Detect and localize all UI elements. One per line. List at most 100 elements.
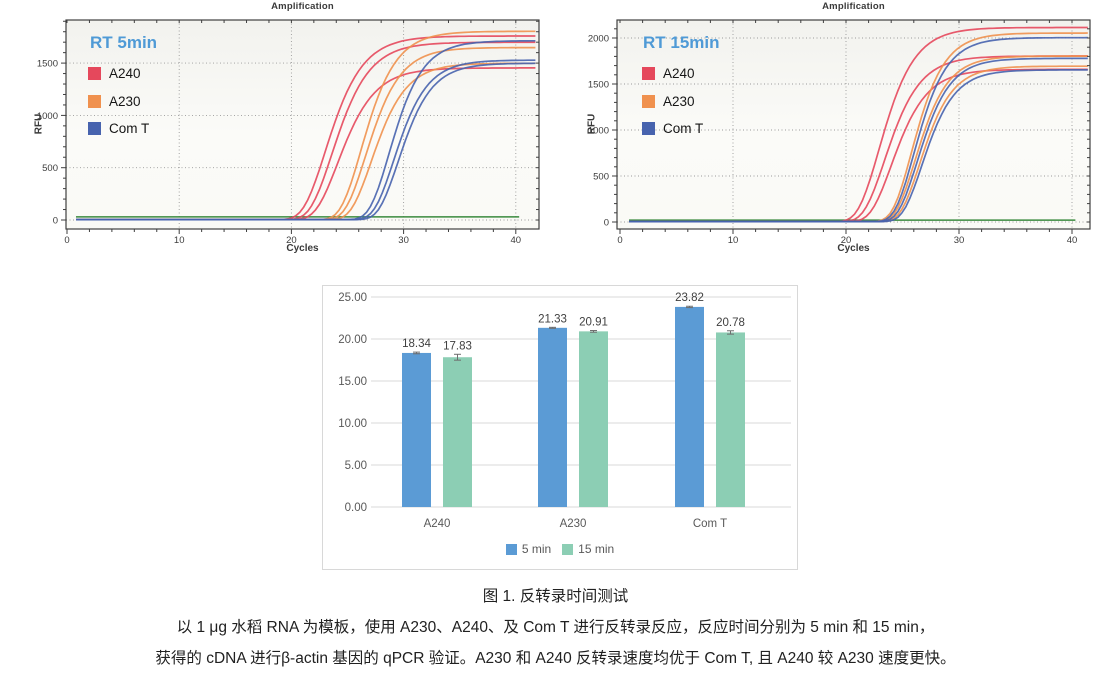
condition-label: RT 15min bbox=[643, 33, 720, 52]
svg-text:500: 500 bbox=[593, 172, 609, 183]
bar-chart-legend: 5 min 15 min bbox=[323, 542, 797, 556]
plot-title: Amplification bbox=[271, 1, 334, 12]
plot-legend: A240 A230 Com T bbox=[642, 66, 703, 149]
legend-swatch-a230 bbox=[88, 94, 101, 108]
bar-category-label: A240 bbox=[424, 518, 451, 530]
legend-item-comt: Com T bbox=[642, 121, 703, 136]
plot-area bbox=[617, 20, 1090, 229]
axis-ticks bbox=[61, 20, 539, 234]
svg-text:1500: 1500 bbox=[37, 59, 58, 70]
condition-label: RT 5min bbox=[90, 33, 158, 52]
svg-text:40: 40 bbox=[1067, 235, 1078, 246]
legend-swatch-a230 bbox=[642, 94, 655, 108]
error-bar bbox=[454, 353, 461, 361]
bar-category-label: Com T bbox=[693, 518, 727, 530]
legend-swatch-a240 bbox=[88, 67, 101, 80]
legend-item-a240: A240 bbox=[642, 66, 703, 81]
bar-ytick-label: 15.00 bbox=[338, 376, 367, 388]
legend-item-5min: 5 min bbox=[505, 542, 552, 556]
amplification-canvas-rt5min: 0 10 20 30 40 0 500 1000 1500 bbox=[37, 19, 540, 246]
svg-text:2000: 2000 bbox=[588, 34, 609, 45]
legend-swatch-comt bbox=[642, 122, 655, 135]
svg-text:0: 0 bbox=[53, 216, 58, 227]
svg-text:1000: 1000 bbox=[37, 111, 58, 122]
bar-category-label: A230 bbox=[560, 518, 587, 530]
legend-label: A230 bbox=[663, 93, 695, 109]
caption-line-2: 以 1 μg 水稻 RNA 为模板，使用 A230、A240、及 Com T 进… bbox=[176, 619, 935, 636]
tick-labels: 0 10 20 30 40 0 500 1000 1500 2000 bbox=[588, 34, 1077, 247]
bar-ytick-label: 10.00 bbox=[338, 418, 367, 430]
bar-comt-15min bbox=[716, 332, 745, 507]
figure-caption: 图 1. 反转录时间测试 以 1 μg 水稻 RNA 为模板，使用 A230、A… bbox=[0, 581, 1111, 674]
legend-item-a230: A230 bbox=[642, 94, 703, 109]
bar-ytick-label: 5.00 bbox=[345, 460, 367, 472]
bar-a230-5min bbox=[538, 327, 567, 507]
amplification-plot-rt15min: 0 10 20 30 40 0 500 1000 1500 2000 Amplification … bbox=[555, 0, 1111, 262]
legend-swatch-15min bbox=[562, 543, 574, 555]
svg-text:0: 0 bbox=[604, 218, 609, 229]
bar-value-label: 17.83 bbox=[443, 340, 472, 352]
axis-ticks bbox=[612, 20, 1090, 234]
legend-swatch-a240 bbox=[642, 67, 655, 80]
legend-label: Com T bbox=[663, 121, 704, 136]
bar-ytick-label: 20.00 bbox=[338, 334, 367, 346]
caption-line-3: 获得的 cDNA 进行β-actin 基因的 qPCR 验证。A230 和 A2… bbox=[155, 650, 956, 667]
amp-curve-comt bbox=[629, 69, 1088, 223]
legend-swatch-comt bbox=[88, 122, 101, 135]
error-bar bbox=[727, 330, 734, 335]
legend-label: A240 bbox=[109, 66, 141, 81]
plot-border bbox=[65, 19, 540, 230]
svg-text:10: 10 bbox=[174, 235, 185, 246]
legend-label: 5 min bbox=[521, 542, 552, 556]
plot-legend: A240 A230 Com T bbox=[88, 66, 149, 149]
amplification-canvas-rt15min: 0 10 20 30 40 0 500 1000 1500 2000 bbox=[588, 19, 1091, 247]
plot-area bbox=[66, 20, 539, 229]
error-bar bbox=[686, 305, 693, 309]
legend-label: Com T bbox=[109, 121, 150, 136]
amp-curve-comt bbox=[76, 62, 536, 221]
legend-item-15min: 15 min bbox=[562, 542, 614, 556]
svg-text:1500: 1500 bbox=[588, 80, 609, 91]
x-axis-label: Cycles bbox=[286, 243, 319, 254]
y-axis-label: RFU bbox=[33, 113, 45, 135]
bar-value-label: 18.34 bbox=[402, 338, 431, 350]
ct-bar-chart: 0.00 5.00 10.00 15.00 20.00 25.00 18.34 17.83 A2… bbox=[322, 285, 798, 570]
svg-text:0: 0 bbox=[64, 235, 69, 246]
svg-text:20: 20 bbox=[286, 235, 297, 246]
bar-chart-canvas: 0.00 5.00 10.00 15.00 20.00 25.00 18.34 17.83 A2… bbox=[338, 292, 791, 530]
legend-label: 15 min bbox=[578, 542, 615, 556]
y-axis-label: RFU bbox=[586, 113, 598, 135]
bar-a240-5min bbox=[402, 352, 431, 507]
svg-text:500: 500 bbox=[42, 163, 58, 174]
legend-label: A230 bbox=[109, 93, 141, 109]
svg-text:30: 30 bbox=[398, 235, 409, 246]
error-bar bbox=[590, 330, 597, 333]
svg-text:1000: 1000 bbox=[588, 126, 609, 137]
error-bar bbox=[549, 326, 556, 329]
bar-value-label: 20.91 bbox=[579, 317, 608, 329]
legend-label: A240 bbox=[663, 66, 695, 81]
bar-a240-15min bbox=[443, 357, 472, 507]
svg-text:30: 30 bbox=[954, 235, 965, 246]
legend-item-a240: A240 bbox=[88, 66, 149, 81]
x-axis-label: Cycles bbox=[837, 243, 870, 254]
bar-value-label: 21.33 bbox=[538, 313, 567, 325]
svg-text:20: 20 bbox=[841, 235, 852, 246]
bar-ytick-label: 25.00 bbox=[338, 292, 367, 304]
error-bar bbox=[413, 351, 420, 355]
bar-a230-15min bbox=[579, 331, 608, 507]
legend-item-comt: Com T bbox=[88, 121, 149, 136]
plot-border bbox=[616, 19, 1091, 230]
legend-item-a230: A230 bbox=[88, 94, 149, 109]
amplification-plot-rt5min: 0 10 20 30 40 0 500 1000 1500 Amplification Cycl… bbox=[0, 0, 545, 262]
svg-text:0: 0 bbox=[617, 235, 622, 246]
bar-value-label: 20.78 bbox=[716, 317, 745, 329]
caption-title: 图 1. 反转录时间测试 bbox=[482, 588, 629, 605]
svg-text:40: 40 bbox=[511, 235, 522, 246]
bar-comt-5min bbox=[675, 306, 704, 507]
bar-value-label: 23.82 bbox=[675, 292, 704, 304]
svg-text:10: 10 bbox=[728, 235, 739, 246]
plot-title: Amplification bbox=[822, 1, 885, 12]
legend-swatch-5min bbox=[505, 543, 517, 555]
